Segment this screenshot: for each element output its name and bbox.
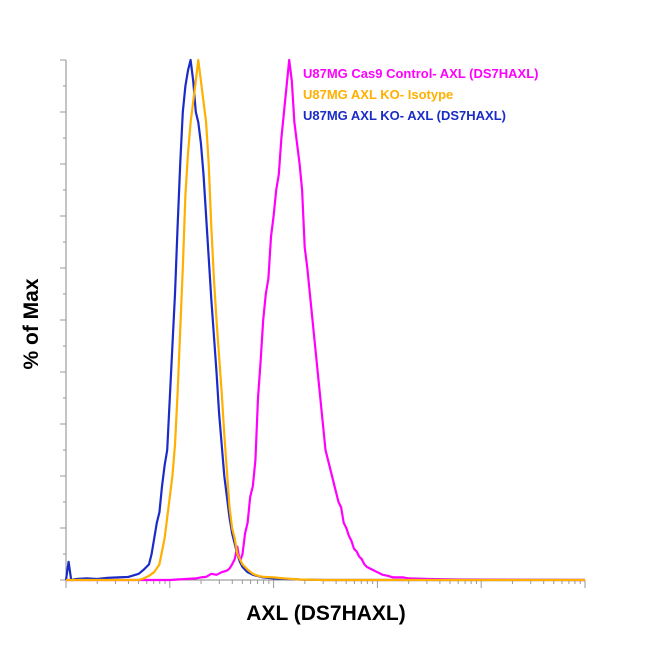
y-axis-title: % of Max xyxy=(20,278,43,369)
plot-area: U87MG Cas9 Control- AXL (DS7HAXL) U87MG A… xyxy=(60,58,586,588)
x-axis-ticks xyxy=(65,580,586,588)
legend-entry-2: U87MG AXL KO- AXL (DS7HAXL) xyxy=(303,108,506,123)
series-line-2 xyxy=(64,58,585,582)
legend-entry-0: U87MG Cas9 Control- AXL (DS7HAXL) xyxy=(303,66,538,81)
legend: U87MG Cas9 Control- AXL (DS7HAXL) U87MG A… xyxy=(303,66,538,123)
x-axis-title: AXL (DS7HAXL) xyxy=(246,602,405,625)
y-axis-ticks xyxy=(60,59,66,581)
series-line-1 xyxy=(66,58,585,582)
series-layer xyxy=(64,58,586,582)
legend-entry-1: U87MG AXL KO- Isotype xyxy=(303,87,453,102)
series-line-0 xyxy=(66,58,586,582)
